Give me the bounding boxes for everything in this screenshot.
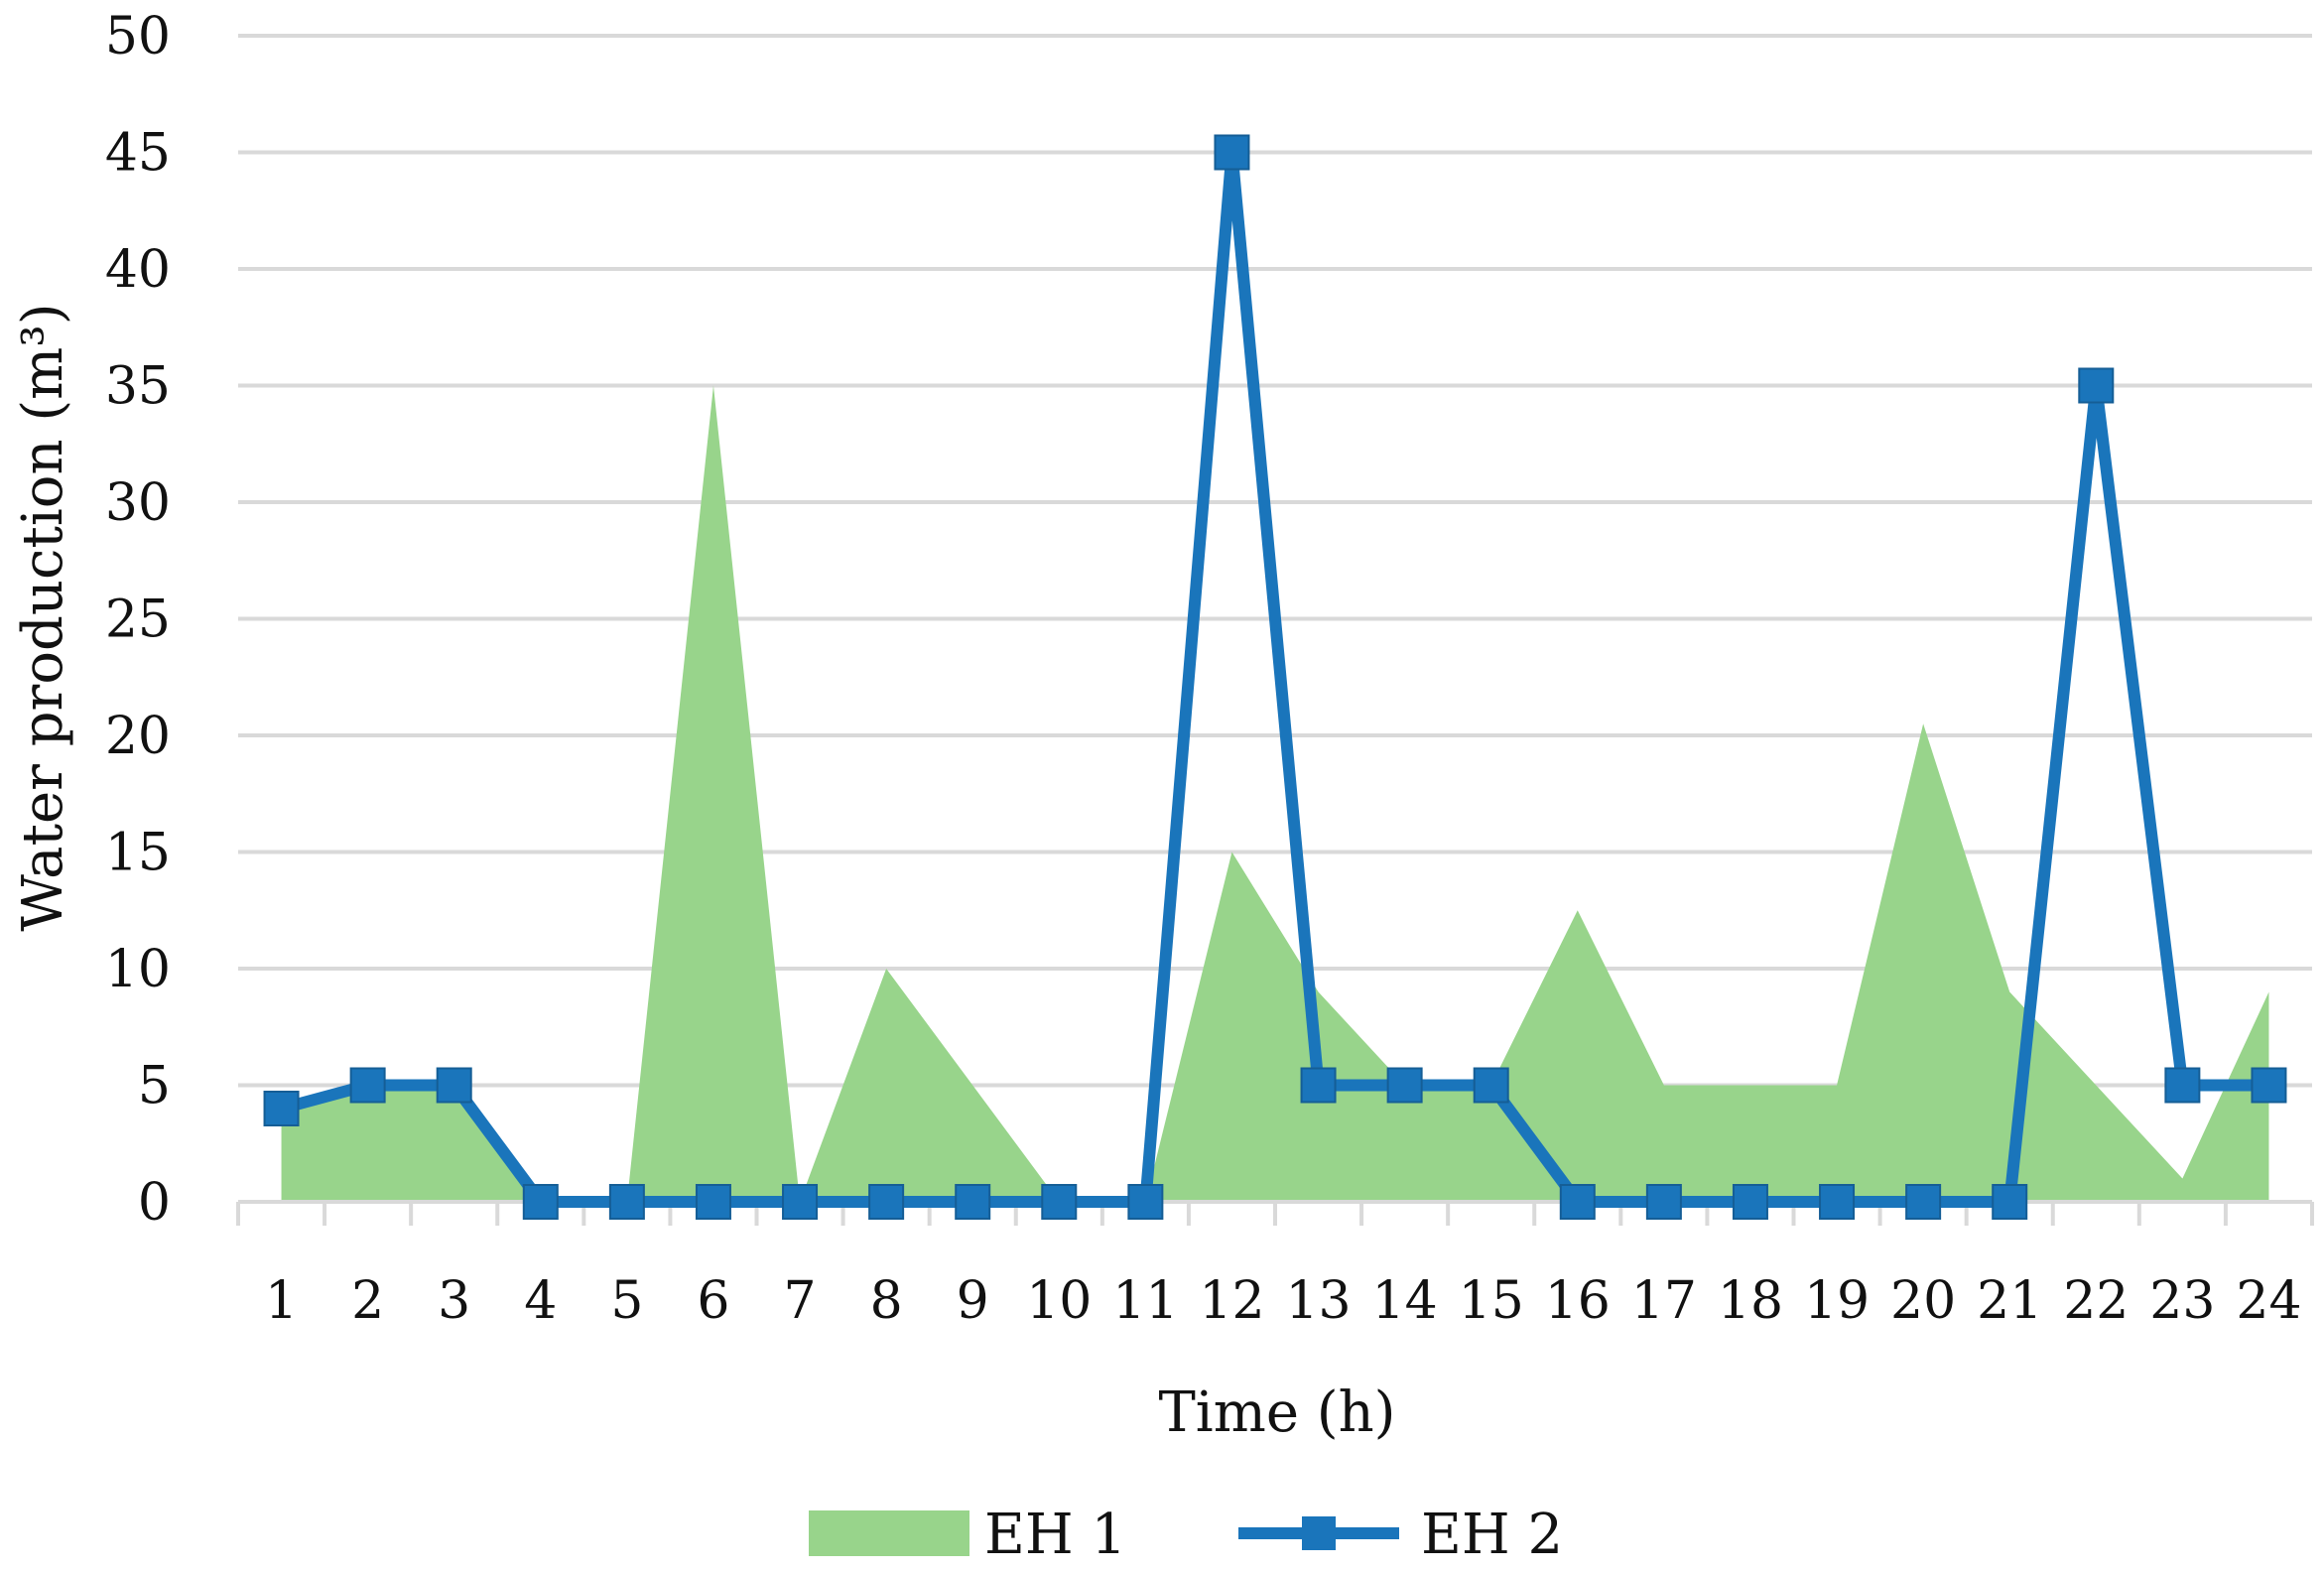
y-tick-label: 40: [105, 240, 171, 300]
y-tick-label: 30: [105, 473, 171, 533]
x-tick-label: 18: [1718, 1271, 1783, 1331]
data-point-marker: [1127, 1184, 1164, 1220]
x-tick-label: 20: [1890, 1271, 1956, 1331]
x-tick-label: 17: [1631, 1271, 1697, 1331]
x-tick-label: 7: [783, 1271, 816, 1331]
y-tick-label: 50: [105, 7, 171, 66]
data-point-marker: [1473, 1067, 1509, 1104]
data-point-marker: [1992, 1184, 2028, 1220]
legend-label-eh1: EH 1: [984, 1503, 1126, 1567]
x-tick-label: 6: [697, 1271, 729, 1331]
x-tick-label: 14: [1372, 1271, 1438, 1331]
x-tick-label: 5: [610, 1271, 643, 1331]
data-point-marker: [1819, 1184, 1856, 1220]
x-tick-label: 13: [1285, 1271, 1351, 1331]
x-tick-label: 3: [438, 1271, 470, 1331]
x-tick-label: 16: [1545, 1271, 1611, 1331]
y-tick-label: 20: [105, 707, 171, 766]
x-tick-label: 12: [1199, 1271, 1264, 1331]
legend-marker-eh2: [1302, 1516, 1336, 1550]
data-point-marker: [1214, 134, 1250, 171]
data-point-marker: [522, 1184, 559, 1220]
legend: EH 1 EH 2: [809, 1503, 1563, 1567]
data-point-marker: [349, 1067, 386, 1104]
data-point-marker: [436, 1067, 472, 1104]
y-tick-label: 45: [105, 124, 171, 184]
x-tick-label: 21: [1977, 1271, 2042, 1331]
x-tick-label: 23: [2149, 1271, 2215, 1331]
x-tick-label: 4: [524, 1271, 557, 1331]
y-tick-label: 0: [138, 1173, 171, 1233]
y-tick-label: 35: [105, 357, 171, 417]
y-axis-title: Water production (m³): [11, 303, 75, 931]
data-point-marker: [1732, 1184, 1768, 1220]
data-point-marker: [782, 1184, 819, 1220]
data-point-marker: [1300, 1067, 1337, 1104]
y-tick-label: 25: [105, 590, 171, 650]
data-point-marker: [2251, 1067, 2287, 1104]
data-point-marker: [608, 1184, 645, 1220]
data-point-marker: [868, 1184, 905, 1220]
x-tick-label: 9: [957, 1271, 989, 1331]
data-point-marker: [955, 1184, 991, 1220]
y-tick-label: 10: [105, 940, 171, 999]
x-tick-label: 10: [1026, 1271, 1092, 1331]
data-point-marker: [1645, 1184, 1682, 1220]
data-point-marker: [1386, 1067, 1423, 1104]
x-tick-label: 22: [2063, 1271, 2129, 1331]
data-point-marker: [1905, 1184, 1942, 1220]
data-point-marker: [695, 1184, 731, 1220]
x-tick-label: 1: [265, 1271, 298, 1331]
x-tick-label: 2: [351, 1271, 384, 1331]
data-point-marker: [1559, 1184, 1596, 1220]
x-tick-label: 11: [1112, 1271, 1178, 1331]
legend-label-eh2: EH 2: [1421, 1503, 1563, 1567]
x-tick-label: 19: [1804, 1271, 1870, 1331]
x-tick-label: 24: [2236, 1271, 2301, 1331]
data-point-marker: [2164, 1067, 2201, 1104]
area-series-eh1: [281, 385, 2269, 1202]
line-series-layer: [263, 134, 2287, 1220]
data-point-marker: [2078, 367, 2115, 404]
x-axis-title: Time (h): [1158, 1380, 1395, 1445]
y-tick-label: 15: [105, 824, 171, 883]
data-point-marker: [263, 1091, 300, 1126]
y-tick-label: 5: [138, 1057, 171, 1116]
legend-swatch-eh1: [809, 1510, 969, 1556]
x-tick-label: 8: [870, 1271, 903, 1331]
area-series-layer: [281, 385, 2269, 1202]
x-tick-label: 15: [1459, 1271, 1524, 1331]
data-point-marker: [1041, 1184, 1078, 1220]
